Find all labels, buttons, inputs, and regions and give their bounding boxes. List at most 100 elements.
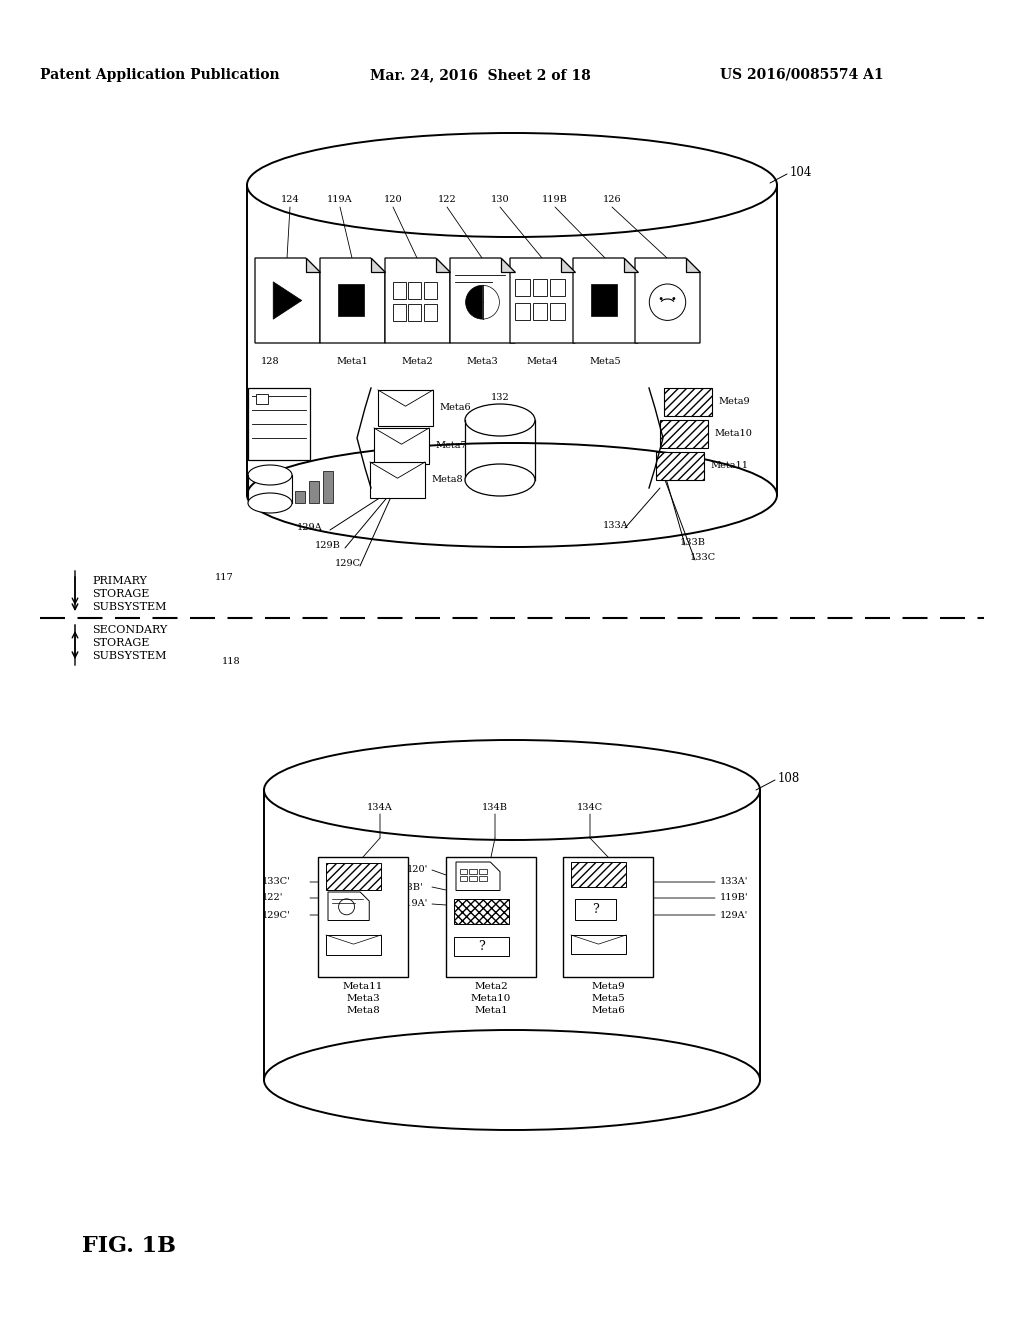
Bar [454, 899, 509, 924]
Text: Patent Application Publication: Patent Application Publication [40, 69, 280, 82]
Text: 120: 120 [384, 195, 402, 205]
Ellipse shape [264, 1030, 760, 1130]
Text: 133A: 133A [603, 521, 629, 531]
Text: 119A: 119A [328, 195, 353, 205]
Ellipse shape [465, 404, 535, 436]
Text: 129B: 129B [315, 541, 341, 550]
Ellipse shape [465, 465, 535, 496]
Text: Meta8: Meta8 [431, 475, 463, 484]
Text: 134C: 134C [577, 804, 603, 813]
Text: 134B: 134B [482, 804, 508, 813]
Bar [571, 935, 626, 954]
Bar [446, 857, 536, 977]
Text: Meta4: Meta4 [526, 356, 558, 366]
Text: 133C: 133C [690, 553, 716, 562]
Bar [323, 471, 333, 503]
Text: 119B: 119B [542, 195, 568, 205]
Text: Meta5: Meta5 [590, 356, 622, 366]
Text: 104: 104 [790, 165, 812, 178]
Bar [326, 863, 381, 890]
Ellipse shape [264, 741, 760, 840]
Bar [454, 937, 509, 956]
Text: Meta11
Meta3
Meta8: Meta11 Meta3 Meta8 [343, 982, 383, 1015]
Text: ?: ? [478, 940, 485, 953]
Text: 124: 124 [281, 195, 299, 205]
Text: 119B': 119B' [720, 894, 749, 903]
Bar [515, 304, 529, 319]
Bar [563, 857, 653, 977]
Text: PRIMARY
STORAGE
SUBSYSTEM: PRIMARY STORAGE SUBSYSTEM [92, 576, 167, 612]
Text: 129A': 129A' [720, 911, 749, 920]
Text: 129A: 129A [297, 523, 323, 532]
Polygon shape [371, 257, 385, 272]
Bar [256, 393, 268, 404]
Text: 134A: 134A [368, 804, 393, 813]
Text: 122: 122 [437, 195, 457, 205]
Text: ?: ? [593, 903, 599, 916]
Bar [532, 304, 547, 319]
Ellipse shape [247, 133, 777, 238]
Polygon shape [264, 789, 760, 1080]
Circle shape [659, 297, 663, 300]
Text: 119A': 119A' [399, 899, 428, 908]
Bar [393, 281, 406, 298]
Polygon shape [319, 257, 385, 343]
Bar [318, 857, 408, 977]
Text: 128: 128 [261, 356, 280, 366]
Text: 133B': 133B' [395, 883, 424, 891]
Polygon shape [306, 257, 319, 272]
Text: 117: 117 [215, 573, 233, 582]
Text: 133A': 133A' [720, 878, 749, 887]
Text: 133C': 133C' [262, 878, 291, 887]
Bar [424, 281, 437, 298]
Polygon shape [686, 257, 700, 272]
Text: 129C': 129C' [262, 911, 291, 920]
Text: Meta9
Meta5
Meta6: Meta9 Meta5 Meta6 [591, 982, 625, 1015]
Bar [248, 388, 310, 459]
Text: 133B: 133B [680, 539, 706, 546]
Polygon shape [450, 257, 515, 343]
Polygon shape [456, 862, 500, 891]
Circle shape [673, 297, 675, 300]
Bar [326, 935, 381, 954]
Text: 126: 126 [603, 195, 622, 205]
Bar [656, 451, 705, 480]
Bar [393, 304, 406, 321]
Bar [378, 389, 433, 426]
Text: 129C: 129C [335, 558, 361, 568]
Ellipse shape [248, 492, 292, 513]
Bar [374, 428, 429, 465]
Bar [469, 876, 477, 880]
Bar [409, 304, 422, 321]
Polygon shape [328, 892, 370, 920]
Polygon shape [624, 257, 638, 272]
Polygon shape [561, 257, 575, 272]
Text: 108: 108 [778, 771, 800, 784]
Polygon shape [435, 257, 450, 272]
Text: FIG. 1B: FIG. 1B [82, 1236, 176, 1257]
Bar [338, 284, 365, 315]
Text: 132: 132 [490, 393, 509, 403]
Text: 118: 118 [222, 657, 241, 667]
Text: 120': 120' [407, 866, 428, 874]
Bar [571, 862, 626, 887]
Text: SECONDARY
STORAGE
SUBSYSTEM: SECONDARY STORAGE SUBSYSTEM [92, 624, 167, 661]
Polygon shape [573, 257, 638, 343]
Bar [295, 491, 305, 503]
Polygon shape [635, 257, 700, 343]
Bar [469, 869, 477, 874]
Text: Meta2
Meta10
Meta1: Meta2 Meta10 Meta1 [471, 982, 511, 1015]
Bar [479, 876, 486, 880]
Text: Meta2: Meta2 [401, 356, 433, 366]
Text: Meta11: Meta11 [710, 462, 748, 470]
Bar [370, 462, 425, 498]
Bar [664, 388, 712, 416]
Text: Meta7: Meta7 [435, 441, 467, 450]
Text: Meta1: Meta1 [337, 356, 369, 366]
Bar [479, 869, 486, 874]
Ellipse shape [248, 465, 292, 484]
Bar [460, 869, 467, 874]
Bar [532, 280, 547, 296]
Text: 130: 130 [490, 195, 509, 205]
Text: US 2016/0085574 A1: US 2016/0085574 A1 [720, 69, 884, 82]
